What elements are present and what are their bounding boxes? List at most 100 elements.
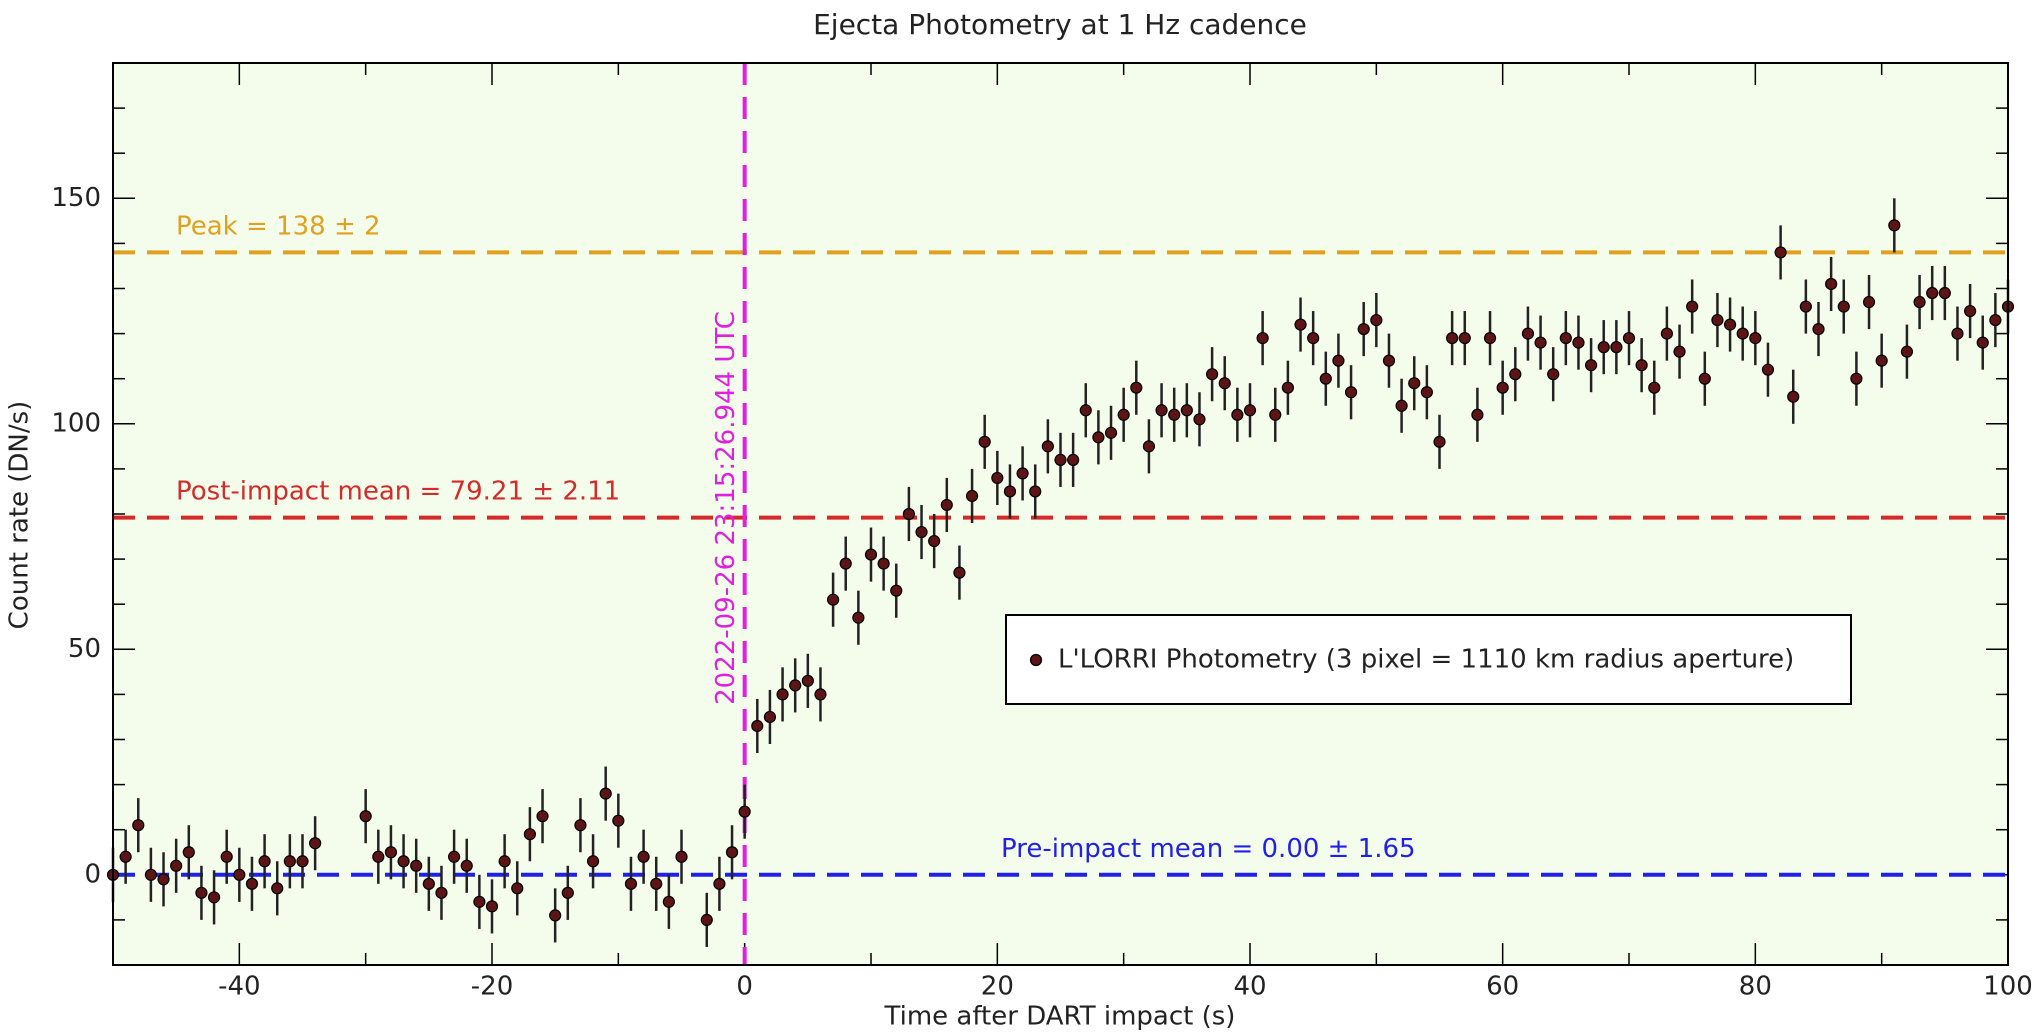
- plot-frame: [112, 62, 2009, 966]
- data-point: [814, 688, 827, 701]
- data-point: [1976, 336, 1989, 349]
- data-point: [1155, 404, 1168, 417]
- data-point: [1168, 408, 1181, 421]
- data-point: [549, 909, 562, 922]
- data-point: [511, 882, 524, 895]
- x-tick-label: 20: [981, 972, 1014, 1002]
- data-point: [397, 855, 410, 868]
- x-tick-label: -20: [471, 972, 513, 1002]
- data-point: [1117, 408, 1130, 421]
- data-point: [574, 819, 587, 832]
- data-point: [1218, 377, 1231, 390]
- data-point: [915, 525, 928, 539]
- data-point: [953, 566, 966, 579]
- data-point: [902, 507, 916, 521]
- data-point: [1319, 372, 1332, 385]
- legend-box: [1005, 614, 1852, 705]
- data-point: [1862, 295, 1876, 309]
- data-point: [384, 846, 398, 859]
- data-point: [1900, 345, 1914, 358]
- data-point: [1231, 408, 1244, 421]
- data-point: [258, 855, 271, 868]
- y-tick-label: 50: [68, 634, 101, 664]
- data-point: [157, 873, 170, 886]
- data-point: [928, 534, 941, 548]
- data-point: [1370, 313, 1383, 327]
- reference-label: Post-impact mean = 79.21 ± 2.11: [176, 477, 620, 507]
- data-point: [1787, 390, 1800, 403]
- data-point: [233, 868, 246, 881]
- data-point: [523, 828, 537, 841]
- data-point: [738, 805, 751, 818]
- data-point: [852, 611, 865, 624]
- data-point: [890, 584, 903, 597]
- data-point: [1963, 304, 1977, 318]
- legend-marker: [1029, 653, 1043, 667]
- data-point: [700, 913, 713, 927]
- data-point: [1029, 485, 1042, 498]
- data-point: [144, 868, 157, 881]
- data-point: [207, 891, 221, 904]
- data-point: [991, 471, 1004, 485]
- data-point: [1003, 485, 1017, 498]
- data-point: [1382, 354, 1396, 367]
- data-point: [1875, 354, 1888, 367]
- data-point: [1408, 377, 1421, 390]
- data-point: [1837, 300, 1850, 313]
- data-point: [1622, 332, 1636, 345]
- data-point: [801, 674, 814, 687]
- reference-label: Pre-impact mean = 0.00 ± 1.65: [1001, 834, 1416, 864]
- data-point: [1686, 300, 1699, 313]
- x-tick-label: -40: [218, 972, 260, 1002]
- x-tick-label: 80: [1739, 972, 1772, 1002]
- data-point: [195, 886, 208, 899]
- x-tick-label: 0: [736, 972, 753, 1002]
- data-point: [1344, 386, 1358, 399]
- data-point: [637, 850, 650, 863]
- data-point: [662, 895, 675, 908]
- data-point: [1913, 295, 1926, 309]
- data-point: [1294, 318, 1307, 331]
- data-point: [245, 877, 259, 890]
- data-point: [1825, 277, 1838, 291]
- data-point: [1850, 372, 1863, 385]
- data-point: [776, 688, 789, 701]
- data-point: [1926, 286, 1939, 300]
- data-point: [561, 886, 574, 899]
- data-point: [1761, 363, 1775, 376]
- data-point: [1673, 345, 1686, 358]
- data-point: [1509, 368, 1522, 381]
- data-point: [309, 837, 322, 850]
- data-point: [132, 819, 145, 832]
- x-axis-label: Time after DART impact (s): [884, 1002, 1236, 1032]
- data-point: [1256, 332, 1269, 345]
- data-point: [1938, 286, 1951, 300]
- data-point: [372, 850, 385, 863]
- data-point: [1736, 327, 1749, 340]
- data-point: [1458, 332, 1471, 345]
- data-point: [448, 850, 461, 863]
- data-point: [877, 557, 890, 570]
- data-point: [599, 787, 612, 800]
- data-point: [1016, 467, 1029, 480]
- data-point: [1104, 426, 1118, 439]
- data-point: [624, 877, 638, 890]
- data-point: [839, 557, 852, 570]
- data-point: [1559, 332, 1572, 345]
- x-tick-label: 40: [1233, 972, 1266, 1002]
- x-tick-label: 60: [1486, 972, 1519, 1002]
- data-point: [170, 859, 183, 872]
- data-point: [1054, 453, 1067, 466]
- data-point: [586, 855, 600, 868]
- y-axis-label: Count rate (DN/s): [5, 401, 35, 630]
- data-point: [1041, 440, 1054, 453]
- data-point: [1698, 372, 1711, 385]
- data-point: [359, 810, 372, 823]
- data-point: [271, 882, 284, 895]
- data-point: [1584, 359, 1598, 372]
- data-point: [1180, 404, 1193, 417]
- data-point: [410, 859, 423, 872]
- data-point: [1749, 332, 1762, 345]
- data-point: [763, 710, 777, 724]
- data-point: [182, 846, 195, 859]
